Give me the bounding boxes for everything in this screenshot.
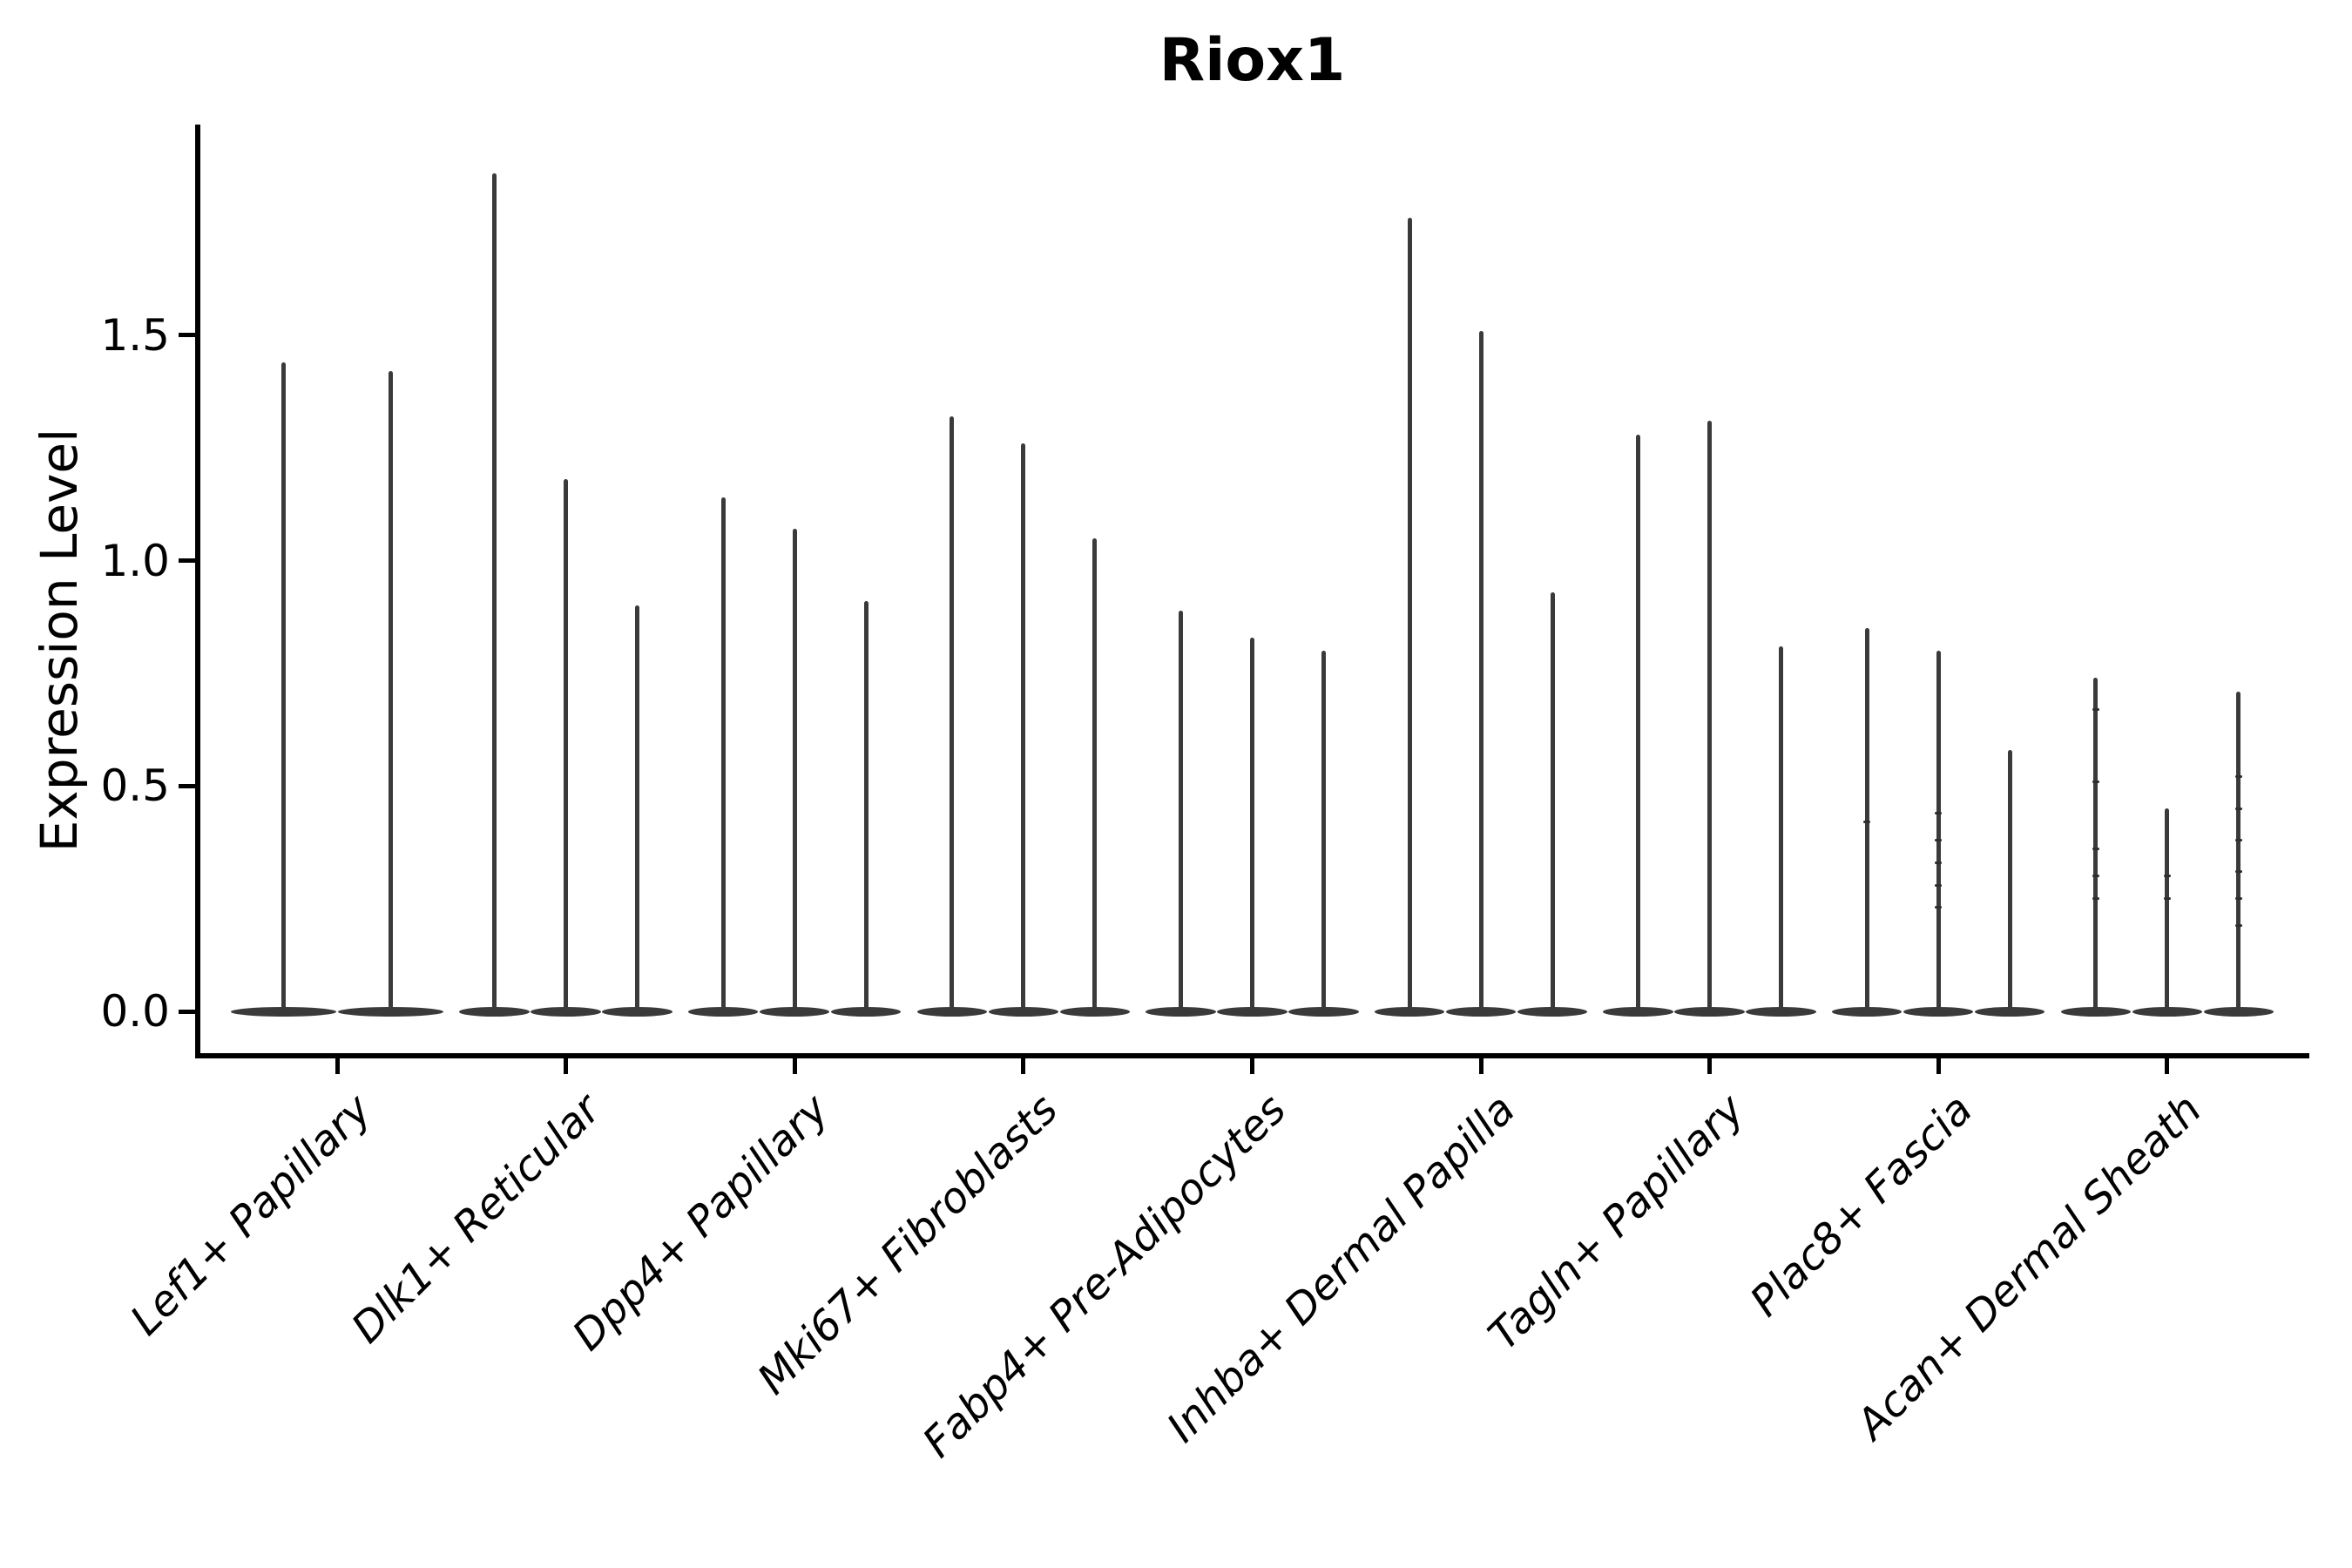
violin-spike — [1779, 645, 1784, 1015]
x-tick — [335, 1058, 340, 1074]
jitter-point — [1935, 906, 1943, 909]
violin-spike — [1936, 651, 1941, 1015]
violin-spike — [389, 371, 393, 1015]
y-tick — [179, 1009, 198, 1014]
x-tick — [1249, 1058, 1254, 1074]
jitter-point — [2234, 870, 2242, 874]
violin-spike — [1178, 610, 1183, 1015]
violin-spike — [2093, 678, 2099, 1015]
x-tick — [1936, 1058, 1941, 1074]
y-tick — [179, 558, 198, 564]
jitter-point — [2163, 875, 2171, 878]
violin-spike — [1021, 443, 1026, 1015]
y-tick-label: 1.0 — [100, 535, 170, 586]
y-tick-label: 0.5 — [100, 760, 170, 812]
x-tick-label-text: Fabp4+ Pre-Adipocytes — [914, 1085, 1296, 1468]
jitter-point — [2163, 897, 2171, 901]
jitter-point — [2234, 775, 2242, 779]
violin-spike — [950, 416, 955, 1015]
jitter-point — [2092, 897, 2099, 901]
jitter-point — [2234, 807, 2242, 810]
jitter-point — [1935, 811, 1943, 814]
y-tick — [179, 783, 198, 788]
jitter-point — [2092, 780, 2099, 783]
x-tick — [1021, 1058, 1026, 1074]
x-tick-label-text: Lef1+ Papillary — [121, 1085, 382, 1345]
violin-spike — [564, 479, 569, 1015]
y-tick — [179, 333, 198, 338]
x-tick — [564, 1058, 569, 1074]
violin-spike — [1407, 218, 1412, 1015]
violin-spike — [492, 172, 497, 1015]
jitter-point — [1863, 821, 1871, 824]
x-tick — [792, 1058, 797, 1074]
x-axis-spine — [195, 1053, 2309, 1058]
violin-spike — [2165, 808, 2170, 1015]
violin-spike — [1636, 434, 1641, 1015]
jitter-point — [2234, 897, 2242, 901]
x-tick-label-text: Plac8+ Fascia — [1740, 1085, 1983, 1327]
violin-spike — [863, 601, 868, 1015]
jitter-point — [2092, 848, 2099, 851]
jitter-point — [2234, 838, 2242, 841]
violin-spike — [1707, 421, 1713, 1015]
x-tick-label-text: Dpp4+ Papillary — [563, 1085, 839, 1361]
jitter-point — [1935, 838, 1943, 841]
jitter-point — [1935, 883, 1943, 887]
x-tick — [1478, 1058, 1484, 1074]
violin-spike — [635, 605, 640, 1015]
violin-spike — [1249, 637, 1254, 1015]
violin-spike — [2236, 691, 2241, 1015]
violin-spike — [281, 362, 286, 1015]
y-axis-spine — [195, 125, 200, 1058]
x-tick-label-text: Tagln+ Papillary — [1478, 1085, 1754, 1360]
plot-title: Riox1 — [1159, 26, 1346, 95]
y-tick-label: 0.0 — [100, 986, 170, 1037]
violin-spike — [1550, 591, 1555, 1015]
violin-spike — [1478, 330, 1484, 1015]
violin-spike — [792, 529, 797, 1015]
jitter-point — [2092, 707, 2099, 711]
violin-spike — [1321, 651, 1326, 1015]
x-tick — [1707, 1058, 1713, 1074]
violin-spike — [2007, 749, 2012, 1015]
jitter-point — [2234, 924, 2242, 928]
jitter-point — [1935, 861, 1943, 864]
jitter-point — [2092, 875, 2099, 878]
violin-spike — [1092, 537, 1098, 1015]
y-tick-label: 1.5 — [100, 309, 170, 361]
violin-spike — [720, 497, 726, 1015]
x-tick-label-text: Dlk1+ Reticular — [341, 1085, 610, 1353]
x-tick — [2165, 1058, 2170, 1074]
